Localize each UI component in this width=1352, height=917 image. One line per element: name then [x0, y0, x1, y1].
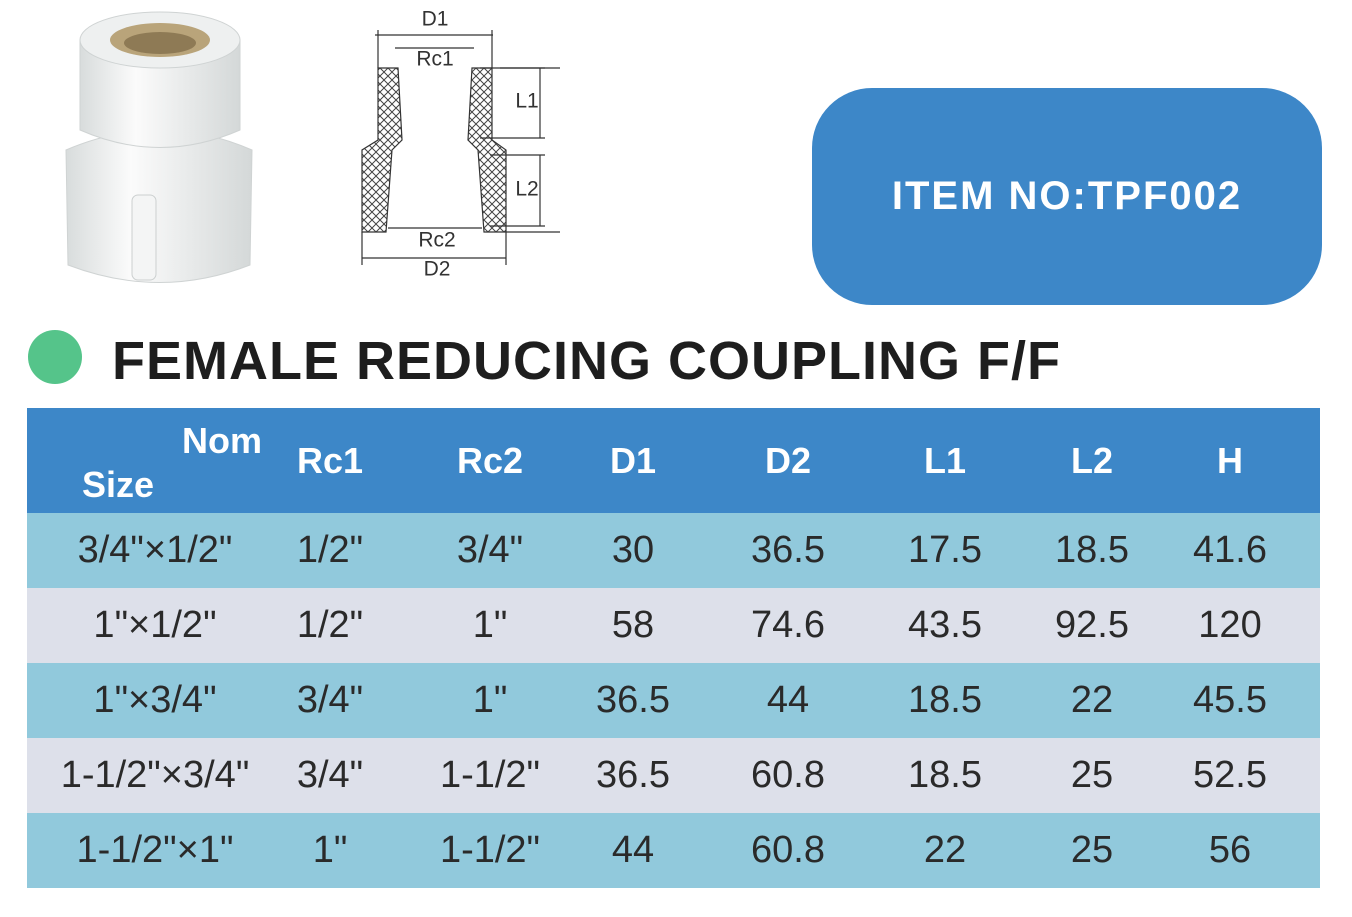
- product-title: FEMALE REDUCING COUPLING F/F: [112, 331, 1061, 391]
- table-cell: 120: [1198, 604, 1262, 646]
- bullet: [28, 330, 82, 384]
- table-cell: 18.5: [908, 679, 982, 721]
- table-cell: 3/4": [296, 754, 364, 796]
- table-cell: D2: [764, 439, 812, 481]
- table-cell: L1: [923, 439, 967, 481]
- table-row: 3/4"×1/2" 1/2" 3/4" 30 36.5 17.5 18.5 41.6: [27, 513, 1320, 588]
- table-cell: 1/2": [296, 604, 364, 646]
- table-cell: 74.6: [751, 604, 825, 646]
- diagram-label: Rc1: [416, 48, 453, 71]
- table-cell: H: [1217, 439, 1243, 481]
- table-cell: 22: [923, 829, 967, 871]
- table-cell: 1-1/2": [439, 829, 541, 871]
- table-cell: 1-1/2"×1": [76, 829, 234, 871]
- table-cell: 92.5: [1055, 604, 1129, 646]
- diagram-label: Rc2: [418, 229, 455, 252]
- table-cell: 1"×1/2": [93, 604, 217, 646]
- table-cell: 60.8: [751, 829, 825, 871]
- table-cell: Rc1: [296, 439, 364, 481]
- table-cell: 41.6: [1193, 529, 1267, 571]
- table-cell: 56: [1208, 829, 1252, 871]
- spec-table: Nom Size Rc1 Rc2 D1 D2 L1 L2 H 3/4"×1/2" 1/2" 3/…: [27, 408, 1320, 888]
- table-cell: Rc2: [456, 439, 524, 481]
- table-row: 1"×1/2" 1/2" 1" 58 74.6 43.5 92.5 120: [27, 588, 1320, 663]
- table-cell: 1"×3/4": [93, 679, 217, 721]
- table-cell: 3/4": [456, 529, 524, 571]
- diagram-label: D1: [422, 8, 449, 31]
- table-cell: 58: [611, 604, 655, 646]
- table-cell: 18.5: [908, 754, 982, 796]
- table-cell: 1-1/2": [439, 754, 541, 796]
- item-number: ITEM NO:TPF002: [812, 88, 1322, 305]
- table-cell: 1": [472, 604, 508, 646]
- table-cell: 25: [1070, 754, 1114, 796]
- dimension-diagram: [361, 30, 560, 265]
- table-cell: 22: [1070, 679, 1114, 721]
- header-cell: Nom: [182, 420, 262, 461]
- table-cell: 43.5: [908, 604, 982, 646]
- table-row: 1-1/2"×3/4" 3/4" 1-1/2" 36.5 60.8 18.5 25 52.5: [27, 738, 1320, 813]
- table-cell: 18.5: [1055, 529, 1129, 571]
- table-cell: 1": [312, 829, 348, 871]
- table-cell: 25: [1070, 829, 1114, 871]
- table-cell: 17.5: [908, 529, 982, 571]
- table-cell: 36.5: [596, 754, 670, 796]
- table-header: Nom Size Rc1 Rc2 D1 D2 L1 L2 H: [27, 408, 1320, 513]
- table-cell: 60.8: [751, 754, 825, 796]
- table-cell: L2: [1070, 439, 1114, 481]
- table-cell: 36.5: [596, 679, 670, 721]
- table-row: 1"×3/4" 3/4" 1" 36.5 44 18.5 22 45.5: [27, 663, 1320, 738]
- table-cell: 36.5: [751, 529, 825, 571]
- diagram-label: L2: [515, 178, 538, 201]
- table-cell: 3/4"×1/2": [77, 529, 233, 571]
- diagram-label: D2: [424, 258, 451, 281]
- table-cell: 30: [611, 529, 655, 571]
- table-cell: 44: [611, 829, 655, 871]
- product-photo: [65, 11, 253, 283]
- table-cell: 45.5: [1193, 679, 1267, 721]
- table-cell: 1": [472, 679, 508, 721]
- table-cell: D1: [609, 439, 657, 481]
- illustrations: D1 Rc1 L1 H L2 Rc2 D2: [65, 8, 560, 283]
- table-row: 1-1/2"×1" 1" 1-1/2" 44 60.8 22 25 56: [27, 813, 1320, 888]
- diagram-label: L1: [515, 90, 538, 113]
- table-cell: 44: [766, 679, 810, 721]
- header-cell: Size: [82, 464, 155, 505]
- table-cell: 52.5: [1193, 754, 1267, 796]
- table-cell: 1/2": [296, 529, 364, 571]
- table-cell: 1-1/2"×3/4": [60, 754, 250, 796]
- table-cell: 3/4": [296, 679, 364, 721]
